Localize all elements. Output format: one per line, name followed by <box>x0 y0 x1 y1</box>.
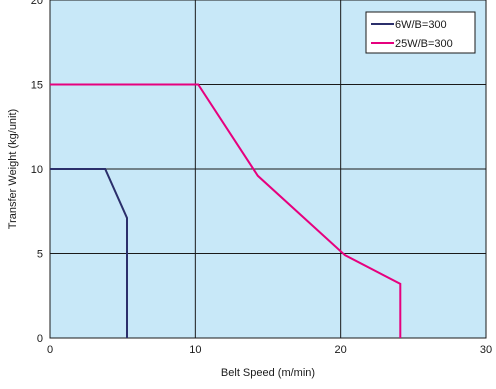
grid <box>50 0 486 338</box>
y-tick-label: 15 <box>31 80 43 92</box>
legend-label-25w: 25W/B=300 <box>395 38 453 50</box>
y-tick-label: 5 <box>37 249 43 261</box>
x-axis-label: Belt Speed (m/min) <box>221 367 315 379</box>
series-line-25w <box>50 83 402 338</box>
legend-label-6w: 6W/B=300 <box>395 19 447 31</box>
y-tick-label: 10 <box>31 164 43 176</box>
x-tick-label: 10 <box>189 344 201 356</box>
x-tick-label: 20 <box>335 344 347 356</box>
tick-labels: 0 10 20 30 0 5 10 15 20 <box>31 0 492 356</box>
x-tick-label: 0 <box>47 344 53 356</box>
y-tick-label: 20 <box>31 0 43 7</box>
x-tick-label: 30 <box>480 344 492 356</box>
y-tick-label: 0 <box>37 333 43 345</box>
y-axis-label: Transfer Weight (kg/unit) <box>7 109 19 229</box>
series-lines <box>50 83 402 338</box>
series-line-6w <box>50 168 128 338</box>
legend: 6W/B=300 25W/B=300 <box>365 11 476 54</box>
legend-box <box>365 11 476 54</box>
